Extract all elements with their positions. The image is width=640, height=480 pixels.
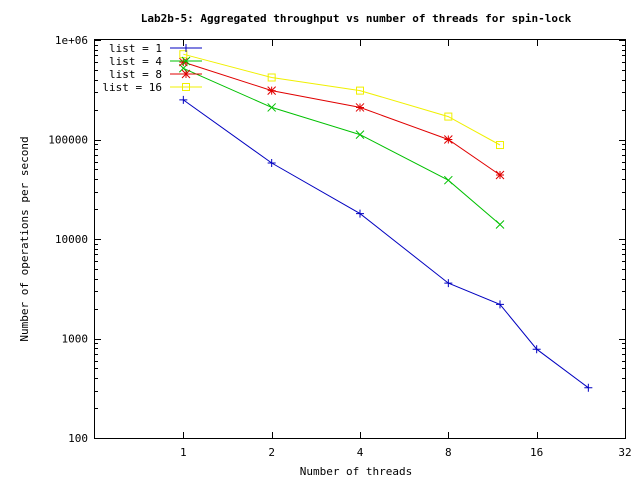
y-tick-label: 100	[68, 432, 88, 445]
cross-marker	[495, 220, 505, 229]
cross-marker	[443, 175, 453, 185]
series-list-4	[178, 63, 505, 229]
square-marker	[496, 141, 505, 150]
plus-marker	[182, 44, 190, 52]
plus-marker	[584, 383, 593, 392]
star-marker	[355, 103, 365, 112]
plus-marker	[496, 300, 505, 309]
star-marker	[495, 170, 505, 180]
series-list-16	[179, 50, 505, 150]
y-tick-label: 100000	[48, 134, 88, 147]
cross-marker	[355, 130, 365, 139]
square-marker	[267, 73, 276, 82]
star-marker	[443, 135, 453, 144]
axis-ticks: 1 2 4 8 16 32 100 1000 10000 100000 1e+06	[48, 34, 631, 459]
x-axis-label: Number of threads	[300, 465, 413, 478]
square-marker	[444, 112, 453, 121]
plus-marker	[444, 279, 453, 288]
cross-marker	[267, 103, 277, 112]
chart-title: Lab2b-5: Aggregated throughput vs number…	[141, 12, 572, 25]
star-marker	[267, 86, 277, 95]
legend-label: list = 16	[102, 81, 162, 94]
y-axis-label: Number of operations per second	[18, 136, 31, 341]
cross-marker	[181, 56, 191, 66]
x-tick-label: 8	[445, 446, 452, 459]
legend-label: list = 8	[109, 68, 162, 81]
series-line	[183, 99, 589, 389]
series-line	[183, 67, 501, 225]
x-tick-label: 4	[357, 446, 364, 459]
y-tick-label: 1000	[62, 333, 89, 346]
series-list-1	[179, 95, 593, 392]
x-tick-label: 1	[180, 446, 187, 459]
series-layer	[178, 50, 593, 392]
y-tick-label: 1e+06	[55, 34, 88, 47]
plus-marker	[267, 159, 276, 168]
x-tick-label: 32	[618, 446, 631, 459]
plus-marker	[532, 345, 541, 354]
plot-frame	[94, 39, 626, 439]
x-tick-label: 16	[530, 446, 543, 459]
legend-label: list = 4	[109, 55, 162, 68]
square-marker	[182, 83, 190, 91]
star-marker	[181, 69, 191, 79]
x-tick-label: 2	[268, 446, 275, 459]
plus-marker	[356, 209, 364, 218]
y-tick-label: 10000	[55, 233, 88, 246]
star-marker	[178, 57, 188, 67]
series-line	[183, 53, 501, 146]
legend-label: list = 1	[109, 42, 162, 55]
plus-marker	[179, 95, 188, 104]
square-marker	[356, 86, 364, 95]
series-list-8	[178, 57, 505, 180]
